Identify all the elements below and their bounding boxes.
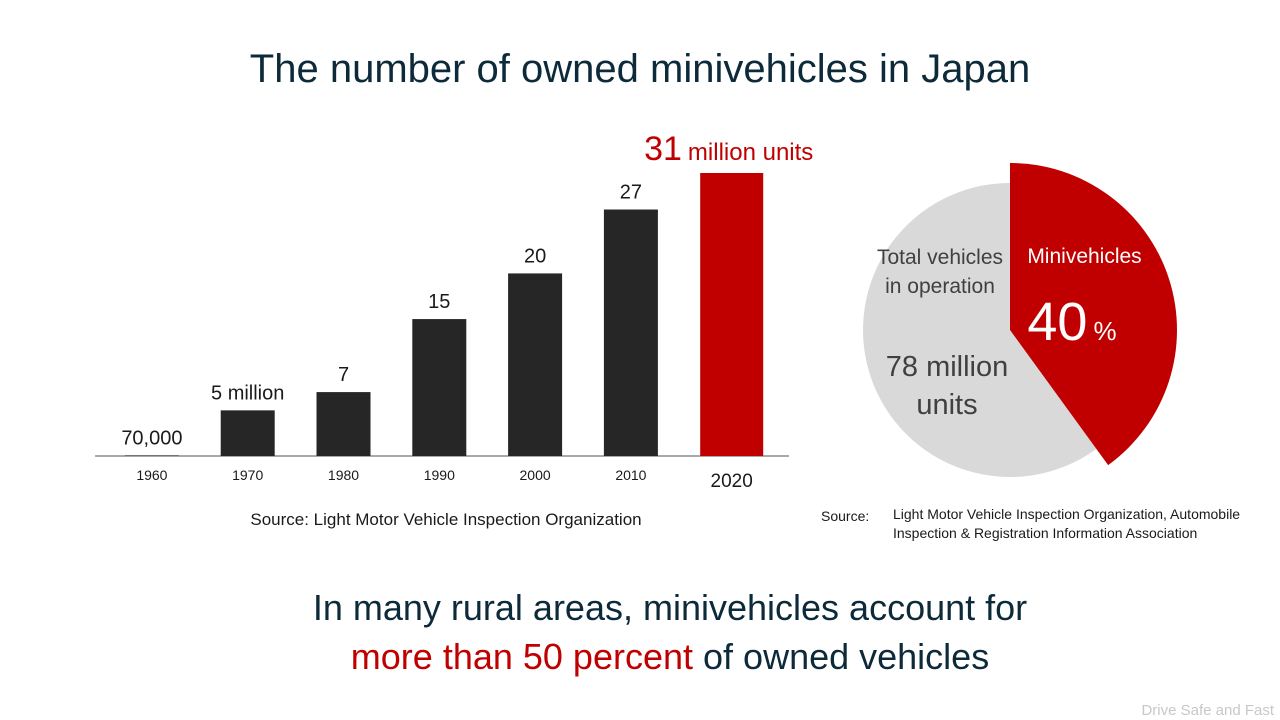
pie-source-label: Source: [821, 508, 869, 524]
x-tick-label: 1970 [232, 467, 263, 483]
x-tick-label: 1980 [328, 467, 359, 483]
bar-source: Source: Light Motor Vehicle Inspection O… [250, 510, 641, 529]
watermark: Drive Safe and Fast [1141, 702, 1274, 719]
bar [316, 392, 371, 456]
pie-label: Minivehicles [1027, 245, 1142, 268]
value-label: 31 million units [644, 130, 813, 168]
bar [603, 209, 658, 456]
title: The number of owned minivehicles in Japa… [250, 47, 1030, 91]
x-tick-label: 2000 [520, 467, 551, 483]
pie-slice [862, 183, 1097, 477]
value-label: 20 [524, 245, 546, 267]
bar [508, 273, 563, 456]
pie-source: Light Motor Vehicle Inspection Organizat… [893, 506, 1241, 541]
x-tick-label: 2010 [615, 467, 646, 483]
value-label: 5 million [211, 382, 284, 404]
value-label: 7 [338, 364, 349, 386]
bar [124, 455, 179, 456]
x-tick-label: 1960 [136, 467, 167, 483]
pie-value: 40 [1027, 292, 1087, 352]
pie-slice [1010, 163, 1177, 466]
bar [220, 410, 275, 456]
value-label: 31 [644, 130, 682, 168]
bottom-text: of owned vehicles [703, 636, 989, 677]
highlight-text: more than 50 percent [351, 636, 693, 677]
pie-annotation: 78 million units [885, 351, 1009, 421]
pie-value-label: 40% [1027, 292, 1116, 352]
bar [412, 319, 467, 456]
value-label: 15 [428, 291, 450, 313]
x-tick-label: 1990 [424, 467, 455, 483]
pie-unit: % [1093, 316, 1116, 346]
pie-label: Total vehicles in operation [876, 246, 1004, 298]
x-tick-label: 2020 [711, 471, 753, 492]
bar [700, 173, 764, 456]
annotation: million units [688, 139, 813, 166]
value-label: 27 [620, 182, 642, 204]
bottom-line-1: In many rural areas, minivehicles accoun… [313, 587, 1027, 628]
value-label: 70,000 [121, 427, 182, 449]
bottom-line-2: more than 50 percent of owned vehicles [351, 636, 989, 677]
